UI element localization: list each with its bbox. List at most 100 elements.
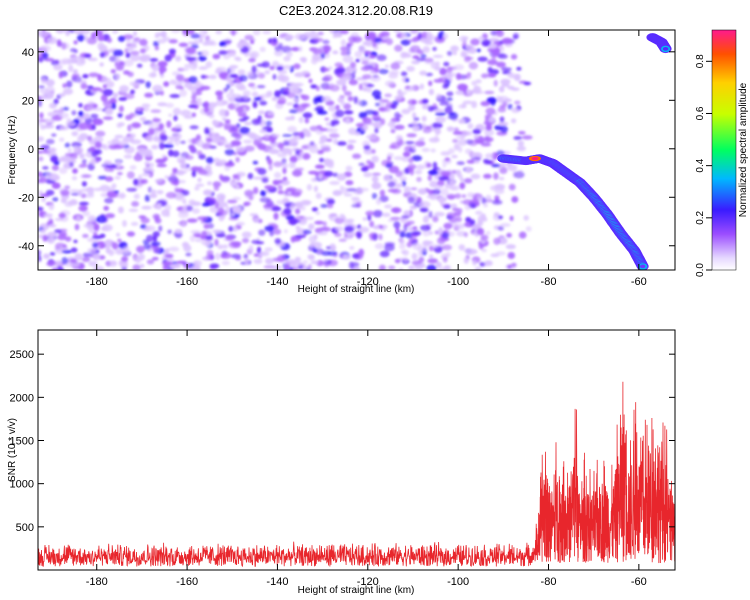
noise-blob xyxy=(289,109,298,114)
noise-blob xyxy=(422,128,432,134)
noise-blob xyxy=(59,167,68,175)
noise-blob xyxy=(38,85,45,89)
noise-blob xyxy=(309,242,315,247)
noise-blob xyxy=(119,85,129,93)
noise-blob xyxy=(258,229,266,236)
noise-blob xyxy=(348,127,357,135)
noise-blob xyxy=(427,258,439,264)
noise-blob xyxy=(115,73,121,80)
noise-blob xyxy=(371,182,382,190)
noise-blob xyxy=(497,121,509,126)
noise-blob xyxy=(95,30,104,37)
noise-blob xyxy=(427,174,432,181)
noise-blob xyxy=(100,77,112,81)
noise-blob xyxy=(65,121,77,127)
noise-blob xyxy=(89,146,96,152)
noise-blob xyxy=(187,85,198,91)
heatmap-x-axis: -180 -160 -140 -120 -100 -80 -60 xyxy=(86,30,647,288)
noise-blob xyxy=(221,74,228,79)
noise-blob xyxy=(102,84,107,89)
noise-blob xyxy=(139,151,146,156)
noise-blob xyxy=(118,140,129,147)
noise-blob xyxy=(469,219,476,226)
noise-blob xyxy=(483,160,493,165)
noise-blob xyxy=(458,104,467,109)
noise-blob xyxy=(95,130,106,137)
noise-blob xyxy=(73,49,78,54)
noise-blob xyxy=(229,65,239,69)
noise-blob xyxy=(513,136,523,140)
noise-blob xyxy=(399,231,406,238)
noise-blob xyxy=(148,121,155,129)
noise-blob xyxy=(317,231,328,236)
noise-blob xyxy=(277,152,288,158)
noise-blob xyxy=(501,83,510,87)
noise-blob xyxy=(283,207,292,215)
noise-blob xyxy=(498,86,505,93)
noise-blob xyxy=(280,45,292,53)
noise-blob xyxy=(106,186,115,192)
noise-blob xyxy=(395,227,400,235)
noise-blob xyxy=(47,231,58,237)
noise-blob xyxy=(384,64,389,69)
noise-blob xyxy=(440,188,449,196)
noise-blob xyxy=(130,139,142,145)
noise-blob xyxy=(278,69,288,75)
noise-blob xyxy=(418,137,425,141)
noise-blob xyxy=(369,161,375,169)
noise-blob xyxy=(251,239,261,245)
noise-blob xyxy=(167,176,179,183)
noise-blob xyxy=(425,72,434,77)
noise-blob xyxy=(141,103,151,108)
noise-blob xyxy=(416,164,425,170)
noise-blob xyxy=(365,134,377,140)
noise-blob xyxy=(283,229,288,234)
noise-blob xyxy=(320,203,328,208)
noise-blob xyxy=(403,257,408,263)
noise-blob xyxy=(311,207,318,212)
noise-blob xyxy=(411,120,418,125)
x-tick-label: -100 xyxy=(447,576,469,588)
noise-blob xyxy=(185,155,194,160)
noise-blob xyxy=(411,155,422,162)
noise-blob xyxy=(203,101,210,109)
noise-blob xyxy=(266,127,273,133)
noise-blob xyxy=(464,204,471,211)
noise-blob xyxy=(401,53,412,58)
noise-blob xyxy=(365,210,375,216)
noise-blob xyxy=(493,79,498,87)
noise-blob xyxy=(80,193,87,199)
noise-blob xyxy=(156,202,162,210)
noise-blob xyxy=(358,226,370,233)
noise-blob xyxy=(443,265,451,270)
noise-blob xyxy=(371,155,379,163)
noise-blob xyxy=(159,134,168,141)
noise-blob xyxy=(108,249,115,256)
noise-blob xyxy=(252,176,262,180)
noise-blob xyxy=(201,202,211,207)
noise-blob xyxy=(361,81,369,86)
noise-blob xyxy=(82,233,89,238)
noise-blob xyxy=(498,45,504,50)
noise-blob xyxy=(283,34,294,40)
noise-blob xyxy=(251,65,257,74)
noise-blob xyxy=(78,103,83,108)
noise-blob xyxy=(190,166,201,172)
noise-blob xyxy=(67,148,72,153)
noise-blob xyxy=(185,47,196,55)
noise-blob xyxy=(314,107,324,112)
noise-blob xyxy=(340,30,349,35)
noise-blob xyxy=(97,34,105,42)
noise-blob xyxy=(235,106,244,113)
noise-blob xyxy=(333,138,338,145)
noise-blob xyxy=(243,253,248,259)
noise-blob xyxy=(452,207,460,212)
noise-blob xyxy=(298,131,305,138)
noise-blob xyxy=(422,229,431,237)
noise-blob xyxy=(343,103,352,110)
noise-blob xyxy=(432,188,441,195)
noise-blob xyxy=(277,190,285,195)
noise-blob xyxy=(435,261,442,268)
noise-blob xyxy=(378,68,389,75)
